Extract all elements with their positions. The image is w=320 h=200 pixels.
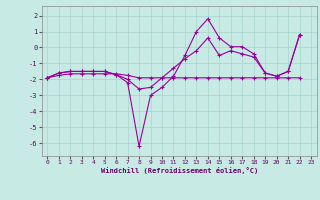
X-axis label: Windchill (Refroidissement éolien,°C): Windchill (Refroidissement éolien,°C)	[100, 167, 258, 174]
